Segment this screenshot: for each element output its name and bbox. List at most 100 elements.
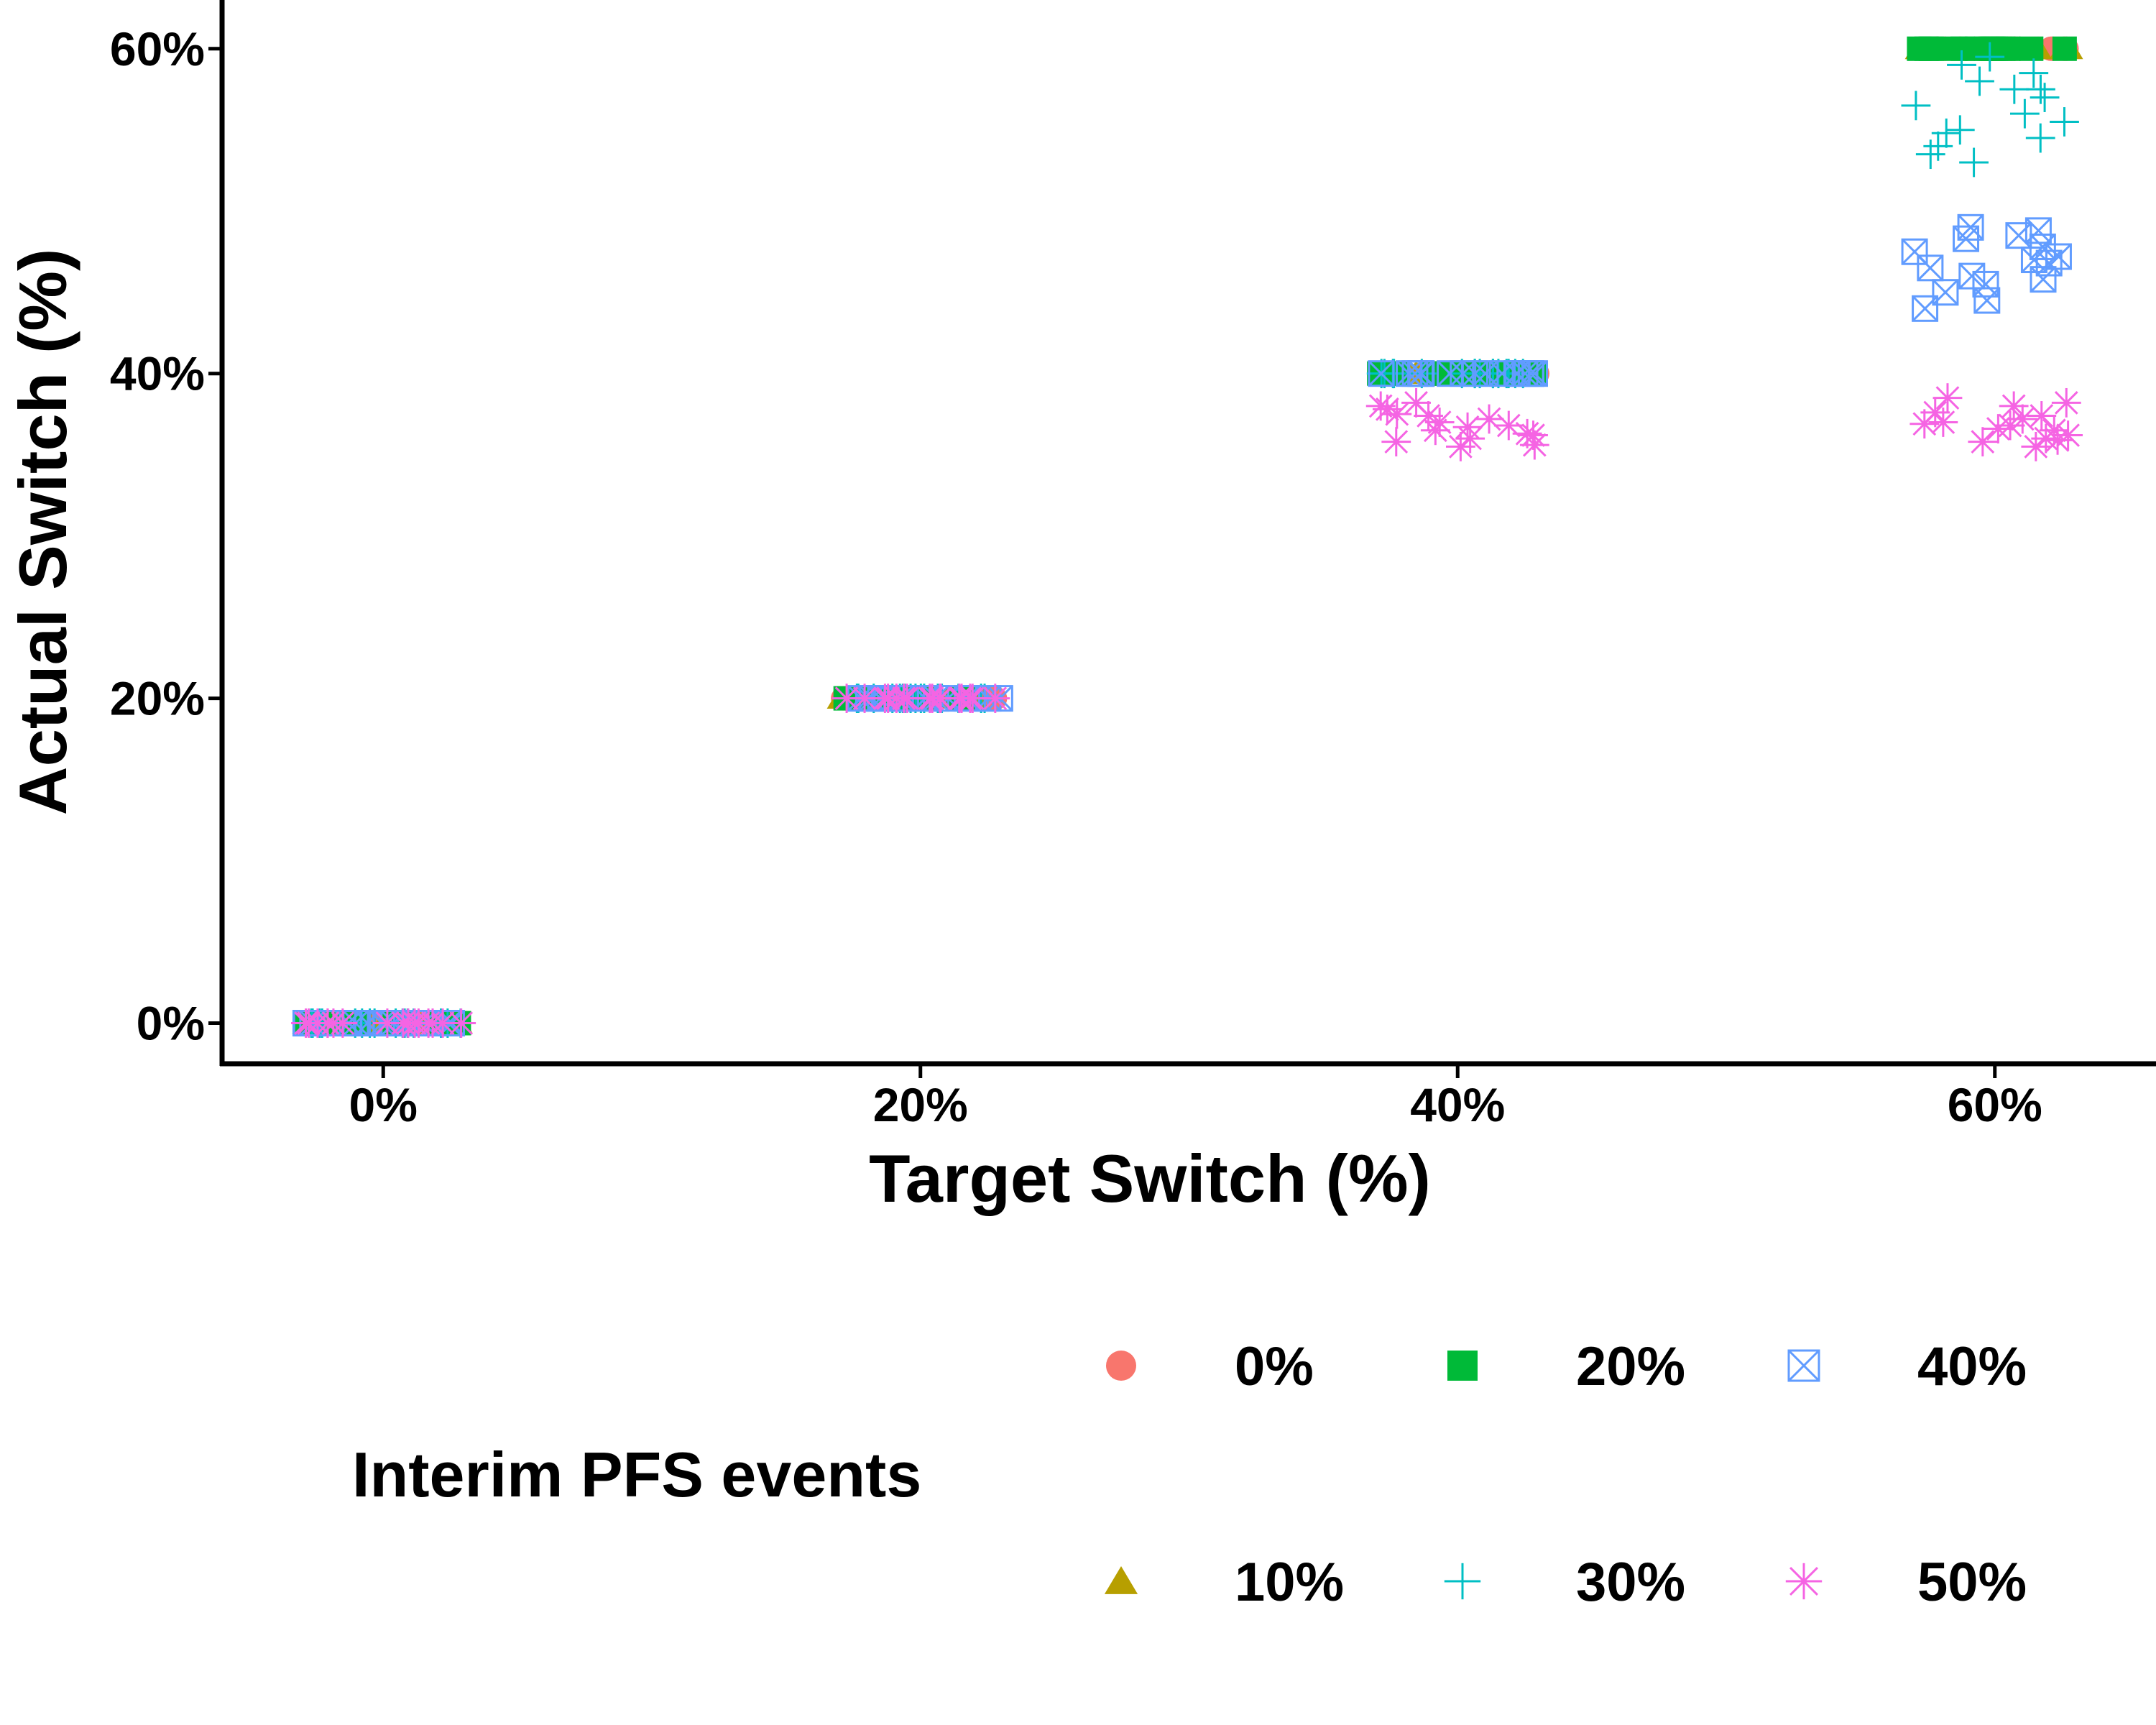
data-point bbox=[2009, 98, 2040, 129]
data-point bbox=[2030, 83, 2060, 112]
y-axis-ticks: 0% 20% 40% 60% bbox=[110, 22, 222, 1050]
data-point bbox=[1382, 399, 1412, 429]
data-point bbox=[318, 1008, 349, 1038]
data-point bbox=[1917, 254, 1944, 282]
legend-entry: 10% bbox=[1104, 1552, 1344, 1613]
data-point bbox=[1901, 91, 1931, 121]
data-point bbox=[1945, 115, 1975, 145]
legend-key-circle bbox=[1106, 1351, 1136, 1381]
x-tick-label: 0% bbox=[349, 1078, 418, 1131]
data-point bbox=[1488, 360, 1516, 387]
legend-key-plus bbox=[1444, 1563, 1481, 1600]
data-point bbox=[1968, 427, 1998, 456]
series-20% bbox=[292, 36, 2077, 1036]
series-50% bbox=[291, 383, 2083, 1038]
data-point bbox=[2050, 107, 2079, 137]
y-tick-label: 40% bbox=[110, 347, 205, 400]
data-point bbox=[849, 684, 880, 714]
data-point bbox=[2042, 425, 2073, 455]
legend: Interim PFS events 0% 10% 20% 30% 40% 50% bbox=[352, 1336, 2027, 1613]
legend-entry: 30% bbox=[1444, 1552, 1685, 1613]
series-30% bbox=[296, 42, 2079, 1038]
data-point bbox=[1953, 225, 1980, 252]
data-point bbox=[446, 1008, 476, 1038]
data-point bbox=[2005, 222, 2032, 249]
series-0% bbox=[294, 36, 2079, 1036]
data-point bbox=[1943, 36, 1968, 61]
data-point bbox=[881, 684, 911, 714]
data-point bbox=[2021, 431, 2051, 461]
data-point bbox=[1365, 391, 1396, 421]
data-point bbox=[1999, 74, 2030, 104]
legend-entry: 40% bbox=[1787, 1336, 2027, 1397]
data-point bbox=[1932, 383, 1963, 413]
data-point bbox=[1445, 431, 1475, 461]
data-point bbox=[1918, 36, 1943, 61]
legend-key-square-cross bbox=[1787, 1349, 1820, 1382]
data-point bbox=[831, 684, 862, 714]
plot-marks bbox=[291, 36, 2083, 1038]
data-point bbox=[2019, 36, 2044, 61]
data-point bbox=[1928, 408, 1958, 437]
data-point bbox=[2027, 401, 2057, 431]
data-point bbox=[1965, 66, 1994, 96]
data-point bbox=[1912, 295, 1939, 322]
x-axis-ticks: 0% 20% 40% 60% bbox=[349, 1064, 2042, 1131]
data-point bbox=[1414, 401, 1443, 431]
data-point bbox=[2025, 123, 2055, 153]
data-point bbox=[2026, 74, 2055, 104]
data-point bbox=[1947, 50, 1976, 80]
data-point bbox=[1450, 360, 1477, 387]
x-axis-title: Target Switch (%) bbox=[869, 1141, 1431, 1216]
data-point bbox=[1381, 427, 1411, 456]
y-tick-label: 60% bbox=[110, 22, 205, 75]
data-point bbox=[1975, 42, 2005, 72]
x-tick-label: 60% bbox=[1948, 1078, 2042, 1131]
data-point bbox=[2052, 36, 2077, 61]
legend-entries: 0% 10% 20% 30% 40% 50% bbox=[1104, 1336, 2027, 1613]
data-point bbox=[1973, 287, 2001, 314]
legend-key-square bbox=[1447, 1351, 1478, 1381]
y-tick-label: 0% bbox=[137, 997, 205, 1050]
data-point bbox=[1923, 131, 1953, 161]
data-point bbox=[2051, 387, 2081, 418]
series-10% bbox=[292, 36, 2083, 1034]
data-point bbox=[372, 1008, 402, 1038]
legend-title: Interim PFS events bbox=[352, 1439, 921, 1510]
data-point bbox=[1512, 418, 1542, 448]
series-40% bbox=[292, 213, 2072, 1037]
legend-label: 10% bbox=[1235, 1552, 1344, 1613]
data-point bbox=[1452, 412, 1483, 442]
data-point bbox=[946, 684, 977, 714]
legend-key-asterisk bbox=[1785, 1563, 1823, 1600]
legend-entry: 0% bbox=[1106, 1336, 1314, 1397]
x-tick-label: 20% bbox=[873, 1078, 968, 1131]
legend-label: 20% bbox=[1576, 1336, 1685, 1397]
data-point bbox=[1983, 414, 2013, 443]
data-point bbox=[1368, 360, 1395, 387]
legend-label: 50% bbox=[1917, 1552, 2027, 1613]
data-point bbox=[1959, 147, 1989, 178]
data-point bbox=[2019, 58, 2049, 88]
y-tick-label: 20% bbox=[110, 672, 205, 725]
data-point bbox=[1915, 139, 1945, 170]
legend-entry: 50% bbox=[1785, 1552, 2027, 1613]
legend-label: 0% bbox=[1235, 1336, 1314, 1397]
x-tick-label: 40% bbox=[1410, 1078, 1505, 1131]
legend-entry: 20% bbox=[1447, 1336, 1685, 1397]
data-point bbox=[2045, 243, 2072, 270]
data-point bbox=[2030, 266, 2057, 293]
data-point bbox=[1407, 360, 1434, 387]
legend-key-triangle bbox=[1104, 1566, 1138, 1594]
data-point bbox=[980, 684, 1010, 714]
y-axis-title: Actual Switch (%) bbox=[5, 249, 80, 816]
data-point bbox=[1931, 118, 1961, 148]
data-point bbox=[1909, 409, 1940, 439]
data-point bbox=[1519, 430, 1549, 460]
legend-label: 40% bbox=[1917, 1336, 2027, 1397]
data-point bbox=[404, 1008, 433, 1038]
legend-label: 30% bbox=[1576, 1552, 1685, 1613]
data-point bbox=[1958, 262, 1986, 290]
data-point bbox=[1474, 404, 1504, 434]
